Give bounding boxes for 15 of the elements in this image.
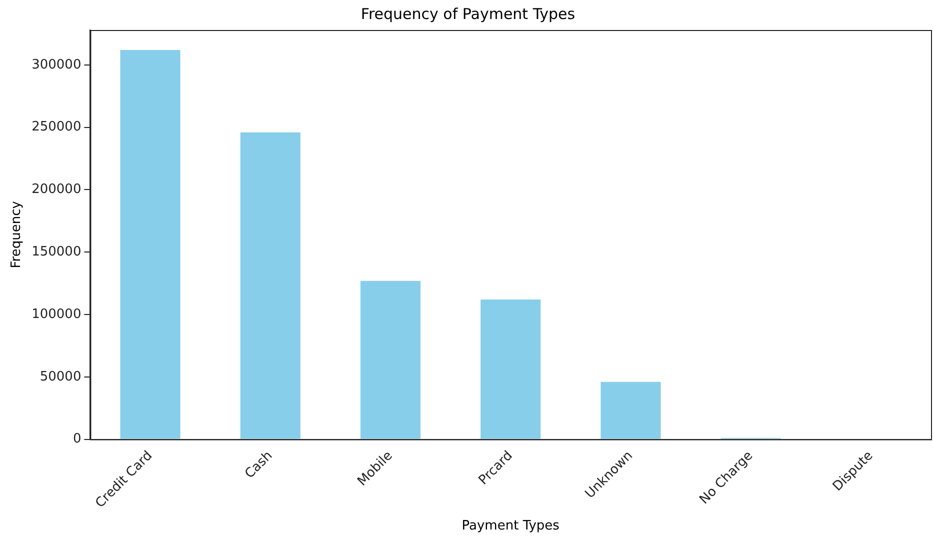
y-tick-label: 100000 — [32, 306, 82, 322]
bar — [240, 132, 300, 439]
x-axis-title: Payment Types — [462, 518, 560, 534]
y-axis-title: Frequency — [9, 200, 24, 268]
chart-title: Frequency of Payment Types — [360, 4, 576, 23]
bar — [120, 50, 180, 439]
bar — [600, 382, 661, 439]
y-tick-label: 0 — [72, 432, 82, 447]
bar — [480, 300, 541, 439]
y-tick-label: 200000 — [32, 182, 82, 198]
y-tick-label: 50000 — [40, 369, 82, 384]
y-tick-label: 250000 — [32, 120, 82, 135]
y-tick-label: 150000 — [32, 244, 82, 260]
y-tick-label: 300000 — [32, 57, 82, 72]
bar — [360, 280, 421, 439]
